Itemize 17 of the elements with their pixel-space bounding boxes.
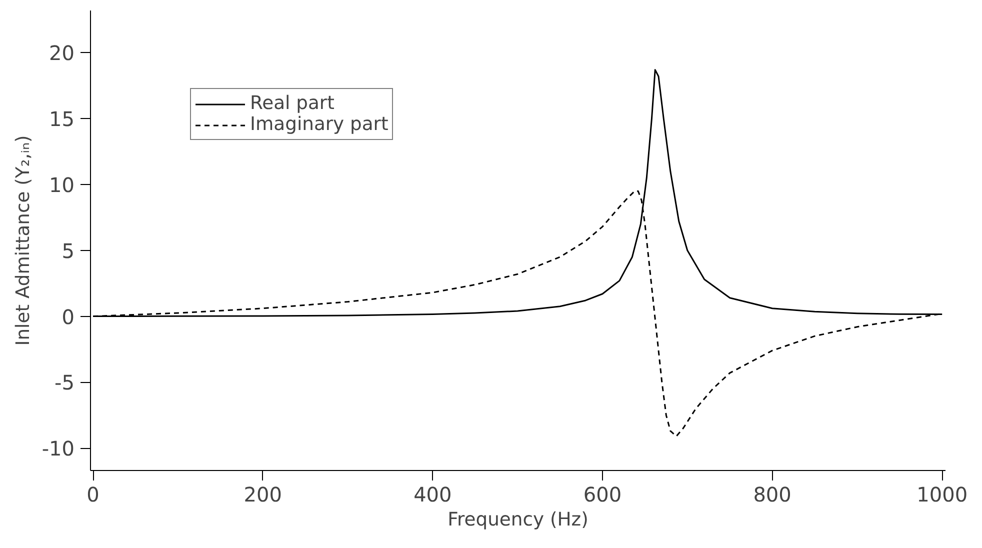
x-tick-label: 800 [753,482,792,506]
x-tick-label: 200 [244,482,282,506]
x-tick-label: 0 [86,482,100,506]
y-tick-label: 20 [49,41,75,66]
y-tick-label: 15 [49,107,75,132]
y-axis-title: Inlet Admittance (Y₂,ᵢₙ) [12,135,34,346]
x-axis-title: Frequency (Hz) [448,510,588,530]
y-tick-label: -10 [42,436,75,461]
y-tick-label: 5 [62,238,75,263]
x-tick-label: 1000 [916,482,968,506]
x-tick-label: 600 [583,482,622,506]
legend-label: Real part [250,93,334,114]
x-tick-label: 400 [414,482,452,506]
y-tick-label: -5 [54,370,75,395]
y-tick-label: 10 [49,172,75,197]
legend-label: Imaginary part [250,114,388,135]
y-tick-label: 0 [62,304,75,329]
